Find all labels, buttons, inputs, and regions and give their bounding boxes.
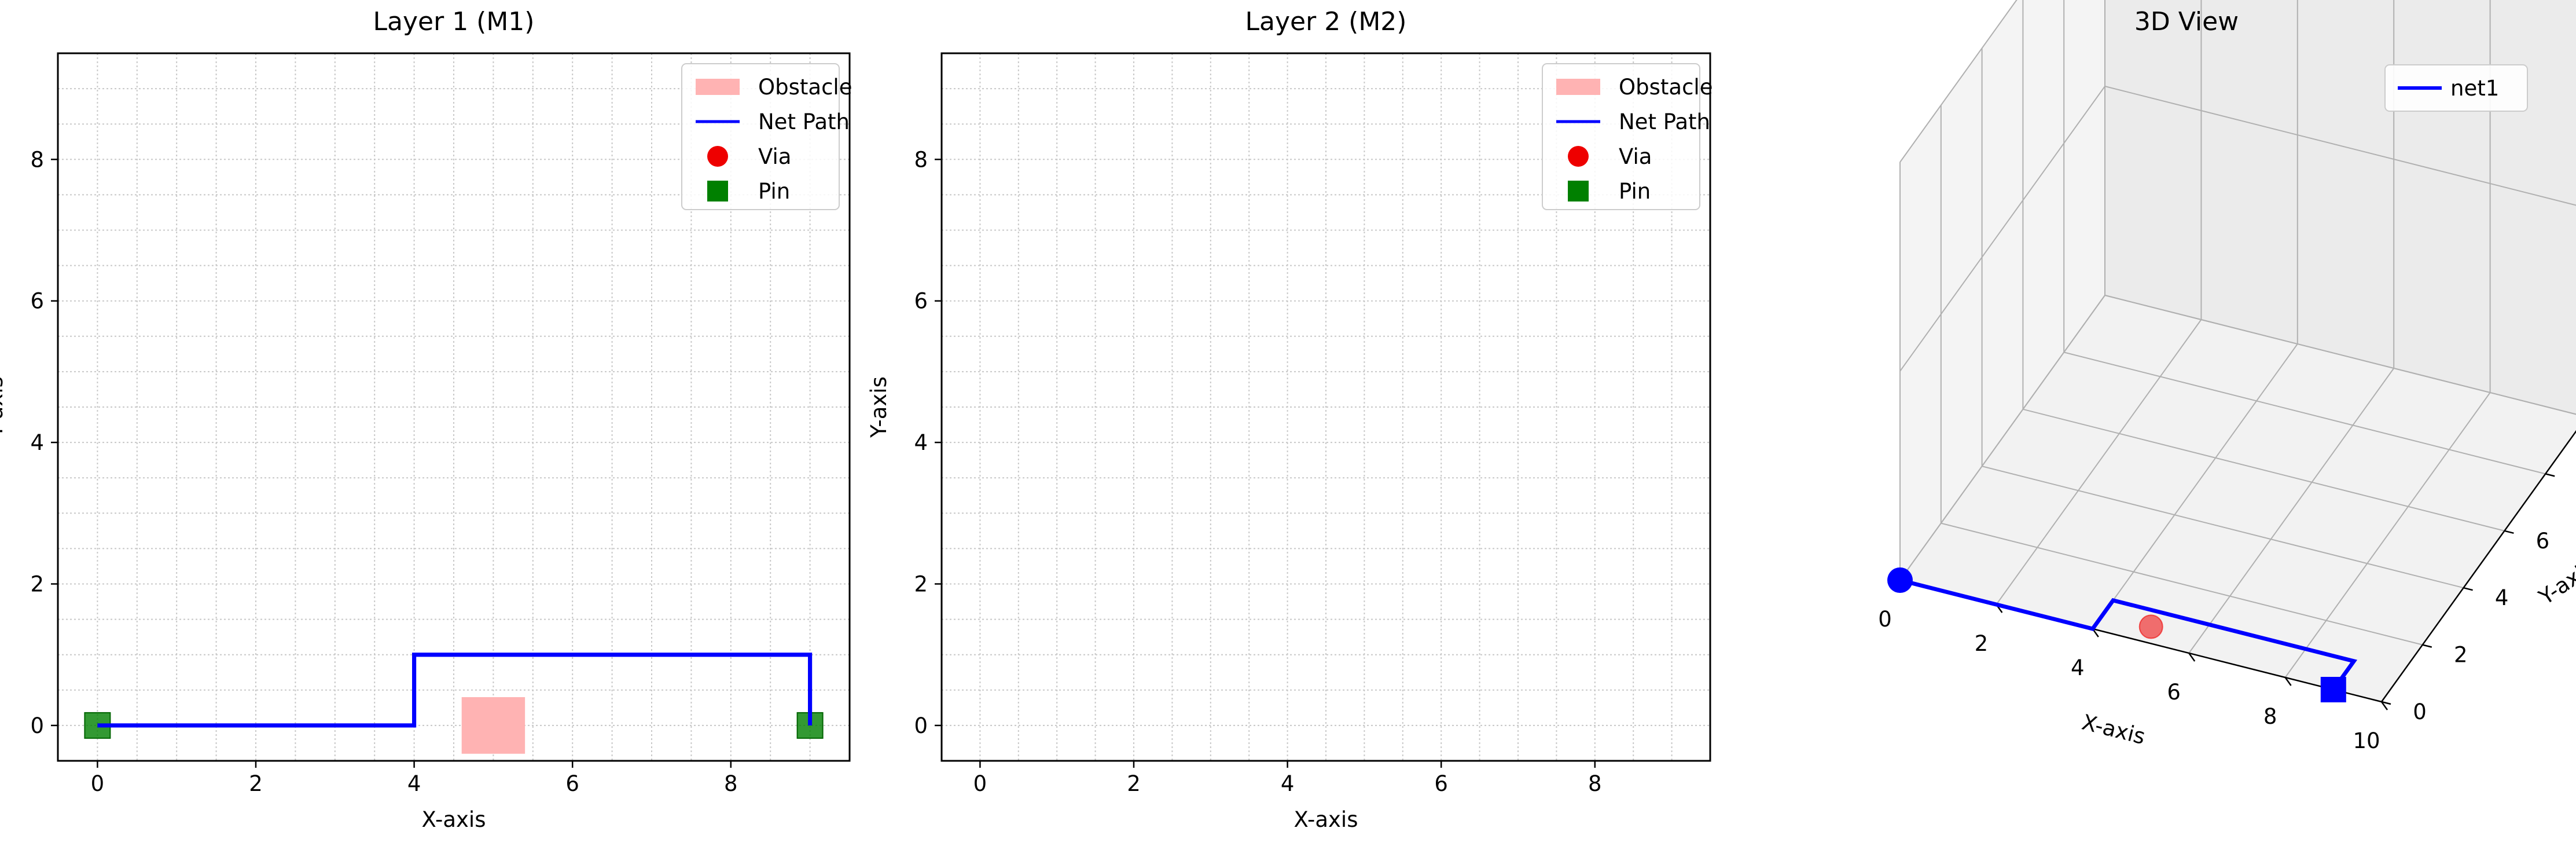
grid-back-z <box>2104 86 2576 206</box>
y-tick-label: 2 <box>914 572 928 597</box>
x-tick-label: 6 <box>1434 771 1448 796</box>
legend-box <box>2384 64 2528 112</box>
x-tick-label: 8 <box>1588 771 1602 796</box>
legend-label: Obstacle <box>758 75 852 100</box>
grid-floor-y <box>2023 408 2505 532</box>
plot-frame <box>57 52 851 762</box>
grid-floor-x <box>1996 319 2202 605</box>
x-axis-label: X-axis <box>1294 807 1358 832</box>
panel-title: Layer 1 (M1) <box>373 7 535 36</box>
legend: Obstacle Net Path Via Pin <box>1542 63 1713 210</box>
y-tick-label: 0 <box>2413 699 2427 724</box>
legend-label: net1 <box>2450 76 2499 101</box>
x-tick-label: 4 <box>2071 655 2085 680</box>
y-tick <box>2504 530 2514 534</box>
x-tick-label: 0 <box>1878 607 1892 632</box>
legend-label: Via <box>1619 144 1652 169</box>
legend-obstacle-swatch <box>696 79 740 95</box>
legend-box <box>681 63 840 210</box>
y-tick <box>2463 587 2473 591</box>
x-tick <box>2380 701 2388 710</box>
grid-left-z <box>1899 86 2105 372</box>
legend: net1 <box>2384 64 2528 112</box>
x-tick-label: 2 <box>1975 631 1989 656</box>
x-axis-label: X-axis <box>422 807 486 832</box>
legend-label: Net Path <box>758 109 850 134</box>
legend-obstacle-swatch <box>1556 79 1600 95</box>
x-tick-label: 10 <box>2353 728 2380 753</box>
y-tick-label: 2 <box>30 572 44 597</box>
y-tick <box>2422 644 2432 648</box>
legend-via-swatch <box>1568 146 1589 167</box>
panel-title: 3D View <box>2134 7 2239 36</box>
net-path-overlay <box>97 653 813 728</box>
grid-left-z <box>1899 0 2018 163</box>
x-tick-label: 0 <box>973 771 987 796</box>
plot-frame <box>940 52 1711 762</box>
x-tick-label: 4 <box>407 771 421 796</box>
grid-back-z <box>2104 295 2576 415</box>
grid-floor-y <box>1982 466 2464 589</box>
layer1-panel: 0 2 4 6 8 0 2 4 6 8 Layer 1 (M1) X-axis Y-axis Obstac… <box>0 7 852 832</box>
grid-floor-y <box>2063 351 2546 475</box>
y-tick-label: 8 <box>30 147 44 172</box>
y-tick-label: 6 <box>30 289 44 314</box>
x-tick-label: 4 <box>1281 771 1295 796</box>
x-tick <box>2284 677 2292 686</box>
x-tick-label: 6 <box>2167 680 2181 705</box>
legend-label: Via <box>758 144 791 169</box>
legend-pin-swatch <box>707 181 728 201</box>
y-axis-label: Y-axis <box>866 376 891 438</box>
grid-floor-x <box>2188 368 2395 654</box>
y-tick <box>2545 473 2555 477</box>
y-axis-line <box>2380 430 2576 702</box>
layer2-panel: 0 2 4 6 8 0 2 4 6 8 Layer 2 (M2) X-axis Y-axis Obstac… <box>866 7 1713 832</box>
legend-pin-swatch <box>1568 181 1589 201</box>
grid-left-z <box>1899 295 2105 581</box>
x-tick-label: 8 <box>724 771 738 796</box>
legend: Obstacle Net Path Via Pin <box>681 63 852 210</box>
y-tick-label: 2 <box>2454 643 2468 668</box>
grid-floor-x <box>2092 343 2298 629</box>
legend-label: Obstacle <box>1619 75 1713 100</box>
legend-via-swatch <box>707 146 728 167</box>
y-tick-label: 4 <box>30 430 44 455</box>
net1-path <box>1899 578 2358 691</box>
via-marker <box>2138 614 2163 639</box>
legend-label: Pin <box>758 179 790 204</box>
x-tick-label: 6 <box>565 771 579 796</box>
y-tick-label: 0 <box>30 713 44 738</box>
x-tick-label: 2 <box>1127 771 1141 796</box>
y-tick-label: 6 <box>914 289 928 314</box>
y-tick-label: 0 <box>914 713 928 738</box>
y-tick-label: 8 <box>914 147 928 172</box>
obstacle <box>461 697 526 754</box>
grid-floor-x <box>2284 392 2491 678</box>
y-axis-label: Y-axis <box>0 376 8 438</box>
y-tick-label: 4 <box>914 430 928 455</box>
start-marker <box>1887 567 1913 593</box>
panel-title: Layer 2 (M2) <box>1245 7 1407 36</box>
legend-label: Net Path <box>1619 109 1710 134</box>
x-tick-label: 2 <box>249 771 263 796</box>
y-tick-label: 6 <box>2536 529 2550 554</box>
end-marker <box>2320 677 2346 702</box>
y-tick-label: 4 <box>2495 585 2509 610</box>
y-tick <box>2381 701 2391 705</box>
legend-label: Pin <box>1619 179 1651 204</box>
legend-box <box>1542 63 1700 210</box>
x-tick-label: 8 <box>2263 704 2277 729</box>
grid-floor-y <box>1941 522 2423 646</box>
x-tick-label: 0 <box>91 771 105 796</box>
x-tick <box>2188 653 2196 662</box>
